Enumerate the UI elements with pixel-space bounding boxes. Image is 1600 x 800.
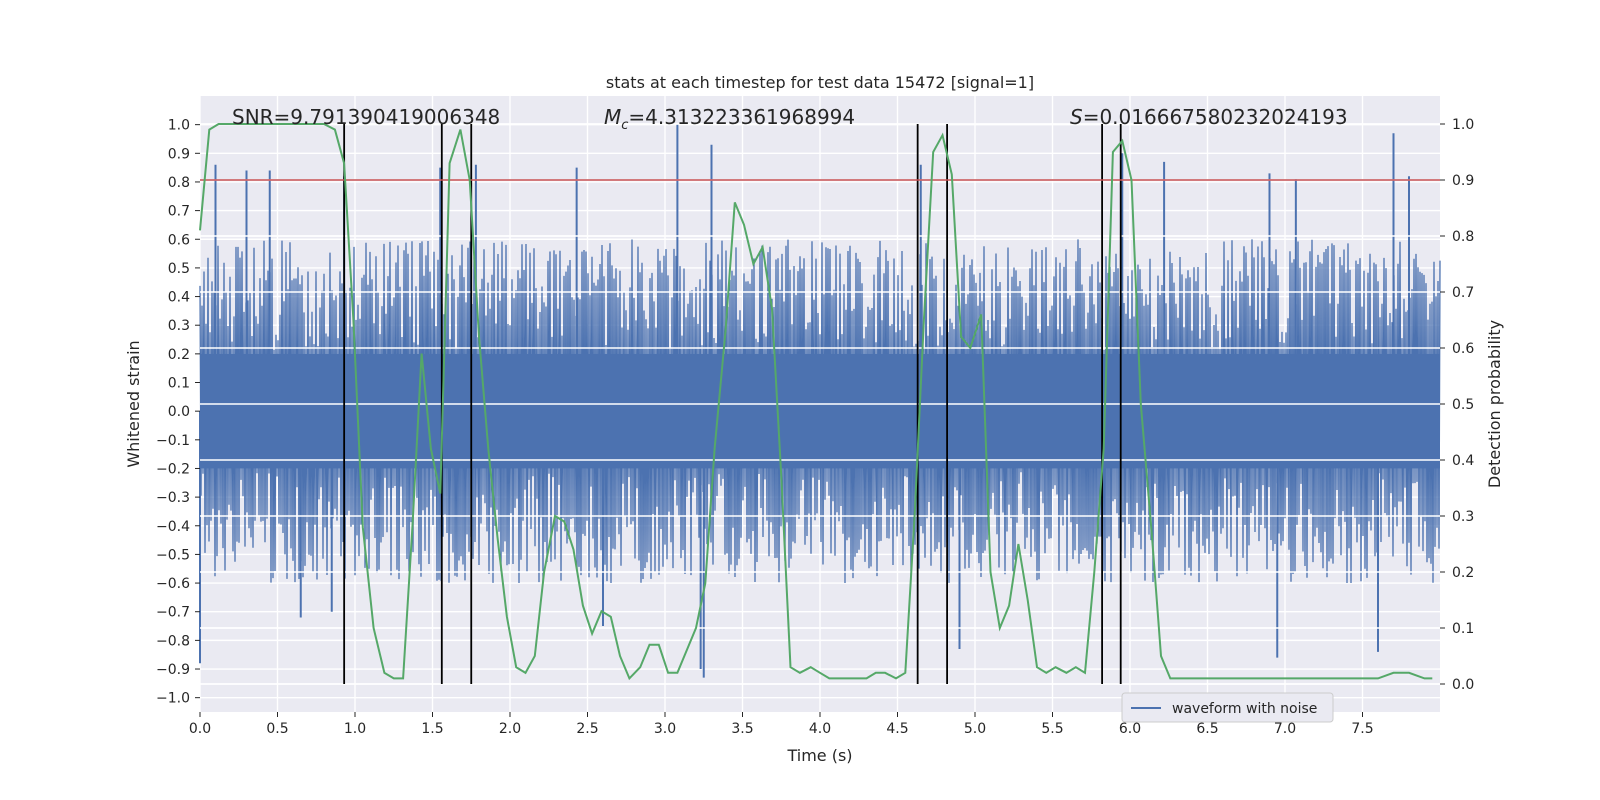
x-tick-label: 6.5 <box>1196 721 1218 737</box>
y-tick-label: 0.6 <box>168 232 190 248</box>
legend-label: waveform with noise <box>1172 701 1317 717</box>
y-tick-label: 0.7 <box>168 204 190 220</box>
chirp-mass-subscript: c <box>621 118 628 133</box>
y2-tick-label: 0.2 <box>1452 565 1474 581</box>
y-tick-label: 0.4 <box>168 290 190 306</box>
x-tick-label: 7.5 <box>1351 721 1373 737</box>
y-tick-label: −0.1 <box>156 433 190 449</box>
x-tick-label: 5.5 <box>1041 721 1063 737</box>
y-tick-label: −0.4 <box>156 519 190 535</box>
y-tick-label: −1.0 <box>156 691 190 707</box>
y2-tick-label: 0.6 <box>1452 341 1474 357</box>
y-tick-label: 0.5 <box>168 261 190 277</box>
y-tick-label: −0.9 <box>156 662 190 678</box>
y-tick-label: 0.2 <box>168 347 190 363</box>
y-tick-label: −0.2 <box>156 461 190 477</box>
x-tick-label: 6.0 <box>1119 721 1141 737</box>
chirp-mass-symbol: M <box>604 105 621 129</box>
y-axis-ticks: 1.0 0.9 0.8 0.7 0.6 0.5 0.4 0.3 0.2 0.1 0.0 −0.1 −0.… <box>156 118 200 707</box>
legend: waveform with noise <box>1121 692 1334 723</box>
s-statistic-annotation: S=0.016667580232024193 <box>1070 105 1348 129</box>
y2-tick-label: 0.7 <box>1452 285 1474 301</box>
snr-annotation: SNR=9.791390419006348 <box>232 105 500 129</box>
y-tick-label: 0.0 <box>168 404 190 420</box>
y2-axis-label: Detection probability <box>1485 320 1504 488</box>
chirp-mass-value: =4.313223361968994 <box>628 105 855 129</box>
y2-tick-label: 0.9 <box>1452 173 1474 189</box>
y-tick-label: 0.1 <box>168 376 190 392</box>
x-tick-label: 2.0 <box>499 721 521 737</box>
chirp-mass-annotation: Mc=4.313223361968994 <box>604 105 855 133</box>
noise-waveform-core <box>200 353 1440 469</box>
y2-axis-ticks: 1.0 0.9 0.8 0.7 0.6 0.5 0.4 0.3 0.2 0.1 0.0 <box>1440 117 1474 693</box>
legend-box <box>1121 692 1334 723</box>
y-tick-label: 0.3 <box>168 318 190 334</box>
y2-tick-label: 0.5 <box>1452 397 1474 413</box>
y2-tick-label: 0.0 <box>1452 677 1474 693</box>
x-tick-label: 1.5 <box>421 721 443 737</box>
y-tick-label: −0.5 <box>156 547 190 563</box>
y-tick-label: 0.9 <box>168 146 190 162</box>
noise-waveform-series <box>199 123 1441 685</box>
x-tick-label: 3.5 <box>731 721 753 737</box>
x-axis-label: Time (s) <box>786 746 852 765</box>
probability-series-line <box>199 123 1433 681</box>
x-tick-label: 7.0 <box>1274 721 1296 737</box>
x-tick-label: 4.0 <box>809 721 831 737</box>
x-tick-label: 0.5 <box>266 721 288 737</box>
y-tick-label: −0.8 <box>156 633 190 649</box>
y-tick-label: 1.0 <box>168 118 190 134</box>
x-tick-label: 3.0 <box>654 721 676 737</box>
y2-tick-label: 1.0 <box>1452 117 1474 133</box>
y2-tick-label: 0.3 <box>1452 509 1474 525</box>
x-tick-label: 4.5 <box>886 721 908 737</box>
y-tick-label: −0.6 <box>156 576 190 592</box>
s-statistic-value: =0.016667580232024193 <box>1083 105 1348 129</box>
y2-tick-label: 0.4 <box>1452 453 1474 469</box>
y-tick-label: 0.8 <box>168 175 190 191</box>
detection-markers <box>343 124 1122 684</box>
y-tick-label: −0.3 <box>156 490 190 506</box>
y-axis-label: Whitened strain <box>124 340 143 467</box>
y-tick-label: −0.7 <box>156 605 190 621</box>
y2-tick-label: 0.1 <box>1452 621 1474 637</box>
x-tick-label: 5.0 <box>964 721 986 737</box>
s-statistic-symbol: S <box>1070 105 1083 129</box>
chart-title: stats at each timestep for test data 154… <box>606 73 1034 92</box>
x-tick-label: 0.0 <box>189 721 211 737</box>
y2-tick-label: 0.8 <box>1452 229 1474 245</box>
x-tick-label: 1.0 <box>344 721 366 737</box>
x-tick-label: 2.5 <box>576 721 598 737</box>
